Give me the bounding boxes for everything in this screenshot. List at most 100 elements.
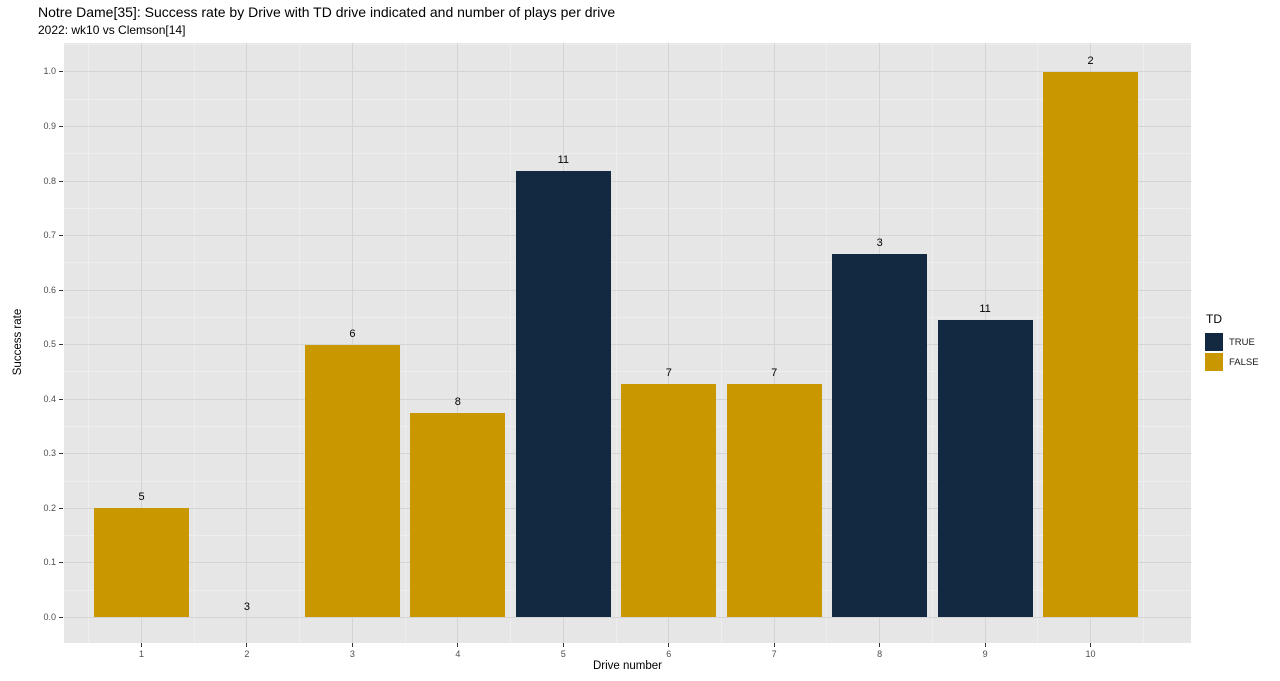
- bar-drive-5: [515, 171, 611, 618]
- bar-drive-7: [726, 383, 822, 618]
- bar-drive-9: [937, 319, 1033, 618]
- chart-subtitle: 2022: wk10 vs Clemson[14]: [38, 23, 186, 37]
- y-tick-label: 0.2: [43, 502, 56, 513]
- minor-gridline-y: [64, 371, 1191, 373]
- bar-plays-label: 7: [771, 366, 778, 379]
- x-tick-mark: [668, 643, 670, 647]
- minor-gridline-x: [1037, 43, 1039, 643]
- bar-plays-label: 3: [243, 600, 250, 613]
- y-tick-mark: [59, 235, 63, 237]
- bar-plays-label: 6: [349, 327, 356, 340]
- legend-label: FALSE: [1229, 356, 1259, 368]
- minor-gridline-y: [64, 98, 1191, 100]
- minor-gridline-x: [615, 43, 617, 643]
- y-tick-mark: [59, 71, 63, 73]
- bar-plays-label: 8: [454, 395, 461, 408]
- legend-label: TRUE: [1229, 336, 1255, 348]
- major-gridline-x: [246, 43, 248, 643]
- legend-key-true: [1205, 333, 1223, 351]
- legend-title: TD: [1206, 312, 1222, 326]
- x-axis-title: Drive number: [592, 660, 663, 672]
- major-gridline-x: [351, 43, 353, 643]
- minor-gridline-y: [64, 153, 1191, 155]
- major-gridline-x: [668, 43, 670, 643]
- y-tick-label: 0.5: [43, 339, 56, 350]
- minor-gridline-y: [64, 44, 1191, 46]
- y-tick-label: 0.1: [43, 557, 56, 568]
- y-tick-mark: [59, 507, 63, 509]
- y-tick-mark: [59, 180, 63, 182]
- bar-plays-label: 5: [138, 491, 145, 504]
- x-tick-mark: [1090, 643, 1092, 647]
- minor-gridline-x: [1142, 43, 1144, 643]
- major-gridline-x: [457, 43, 459, 643]
- major-gridline-x: [773, 43, 775, 643]
- minor-gridline-x: [931, 43, 933, 643]
- x-tick-label: 5: [560, 649, 566, 659]
- y-tick-mark: [59, 344, 63, 346]
- legend-row-false: FALSE: [1205, 352, 1259, 372]
- major-gridline-y: [64, 289, 1191, 291]
- bar-plays-label: 11: [557, 154, 569, 167]
- x-tick-mark: [457, 643, 459, 647]
- x-tick-label: 1: [138, 649, 144, 659]
- bar-drive-1: [94, 508, 189, 618]
- y-tick-mark: [59, 289, 63, 291]
- x-tick-label: 7: [771, 649, 777, 659]
- minor-gridline-x: [299, 43, 301, 643]
- legend: TD TRUE FALSE: [1205, 312, 1259, 372]
- x-tick-label: 4: [455, 649, 461, 659]
- bar-drive-6: [621, 383, 717, 618]
- x-tick-label: 2: [244, 649, 250, 659]
- y-tick-label: 0.0: [43, 612, 56, 622]
- y-tick-label: 0.8: [43, 175, 56, 186]
- y-tick-label: 0.6: [43, 284, 56, 295]
- minor-gridline-y: [64, 207, 1191, 209]
- minor-gridline-x: [826, 43, 828, 643]
- bar-plays-label: 3: [876, 236, 883, 249]
- bar-plays-label: 7: [665, 366, 672, 379]
- bar-drive-3: [304, 344, 400, 618]
- x-tick-mark: [984, 643, 986, 647]
- major-gridline-y: [64, 125, 1191, 127]
- bar-drive-10: [1043, 71, 1139, 618]
- x-tick-mark: [562, 643, 564, 647]
- minor-gridline-x: [88, 43, 90, 643]
- bar-drive-8: [832, 253, 928, 618]
- x-tick-label: 10: [1085, 649, 1096, 659]
- major-gridline-y: [64, 235, 1191, 237]
- x-tick-mark: [773, 643, 775, 647]
- minor-gridline-x: [720, 43, 722, 643]
- major-gridline-y: [64, 180, 1191, 182]
- chart-title: Notre Dame[35]: Success rate by Drive wi…: [38, 4, 616, 20]
- x-tick-label: 9: [982, 649, 988, 659]
- major-gridline-y: [64, 344, 1191, 346]
- x-tick-mark: [246, 643, 248, 647]
- x-tick-mark: [351, 643, 353, 647]
- legend-key-false: [1205, 353, 1223, 371]
- legend-row-true: TRUE: [1205, 332, 1259, 352]
- y-tick-label: 0.9: [43, 120, 56, 131]
- y-tick-label: 0.4: [43, 393, 56, 404]
- y-tick-label: 1.0: [43, 66, 56, 77]
- minor-gridline-x: [193, 43, 195, 643]
- y-tick-mark: [59, 125, 63, 127]
- y-tick-label: 0.3: [43, 448, 56, 459]
- bar-drive-4: [410, 412, 506, 618]
- minor-gridline-y: [64, 262, 1191, 264]
- y-tick-mark: [59, 617, 63, 618]
- x-tick-label: 8: [877, 649, 883, 659]
- x-tick-mark: [141, 643, 142, 647]
- plot-panel: [64, 43, 1191, 643]
- major-gridline-y: [64, 617, 1191, 618]
- y-tick-mark: [59, 398, 63, 400]
- bar-plays-label: 2: [1087, 54, 1094, 67]
- y-tick-mark: [59, 562, 63, 564]
- major-gridline-x: [141, 43, 142, 643]
- major-gridline-y: [64, 71, 1191, 73]
- x-tick-mark: [879, 643, 881, 647]
- legend-items: TRUE FALSE: [1205, 332, 1259, 372]
- x-tick-label: 6: [666, 649, 672, 659]
- x-tick-label: 3: [349, 649, 355, 659]
